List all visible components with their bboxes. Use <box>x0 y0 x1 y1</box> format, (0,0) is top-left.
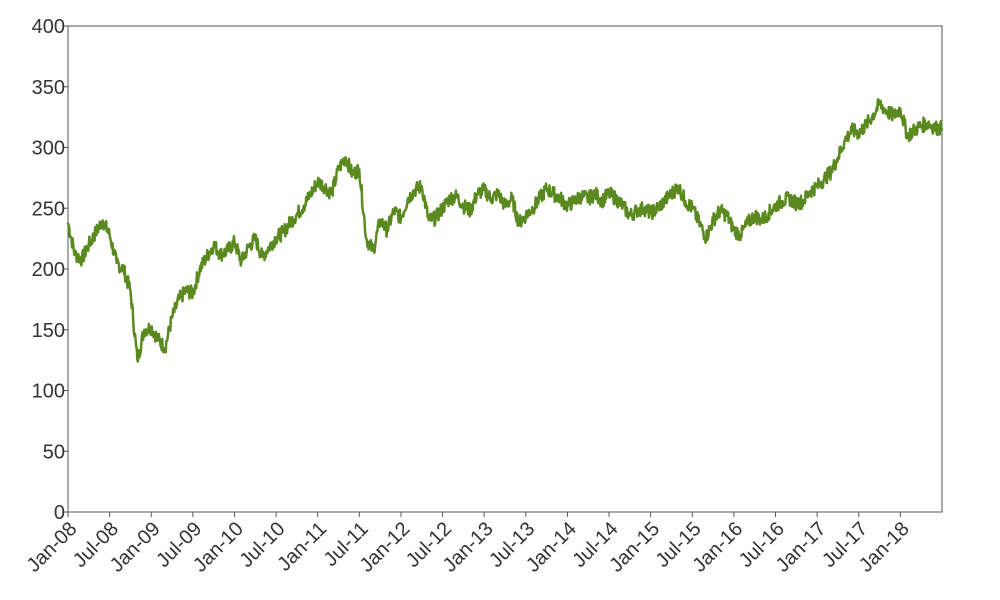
x-axis: Jan-08Jul-08Jan-09Jul-09Jan-10Jul-10Jan-… <box>23 512 914 577</box>
y-tick-label: 0 <box>54 502 65 524</box>
x-tick-label: Jan-08 <box>23 518 82 577</box>
series-line <box>66 98 944 363</box>
y-tick-label: 300 <box>32 138 65 160</box>
y-tick-label: 350 <box>32 77 65 99</box>
y-tick-label: 200 <box>32 259 65 281</box>
plot-area <box>67 25 943 513</box>
y-tick-label: 250 <box>32 198 65 220</box>
y-tick-label: 50 <box>43 441 65 463</box>
y-tick-label: 100 <box>32 381 65 403</box>
y-tick-label: 400 <box>32 16 65 38</box>
y-axis: 0 50 100 150 200 250 300 350 400 <box>32 16 68 524</box>
y-tick-label: 150 <box>32 320 65 342</box>
